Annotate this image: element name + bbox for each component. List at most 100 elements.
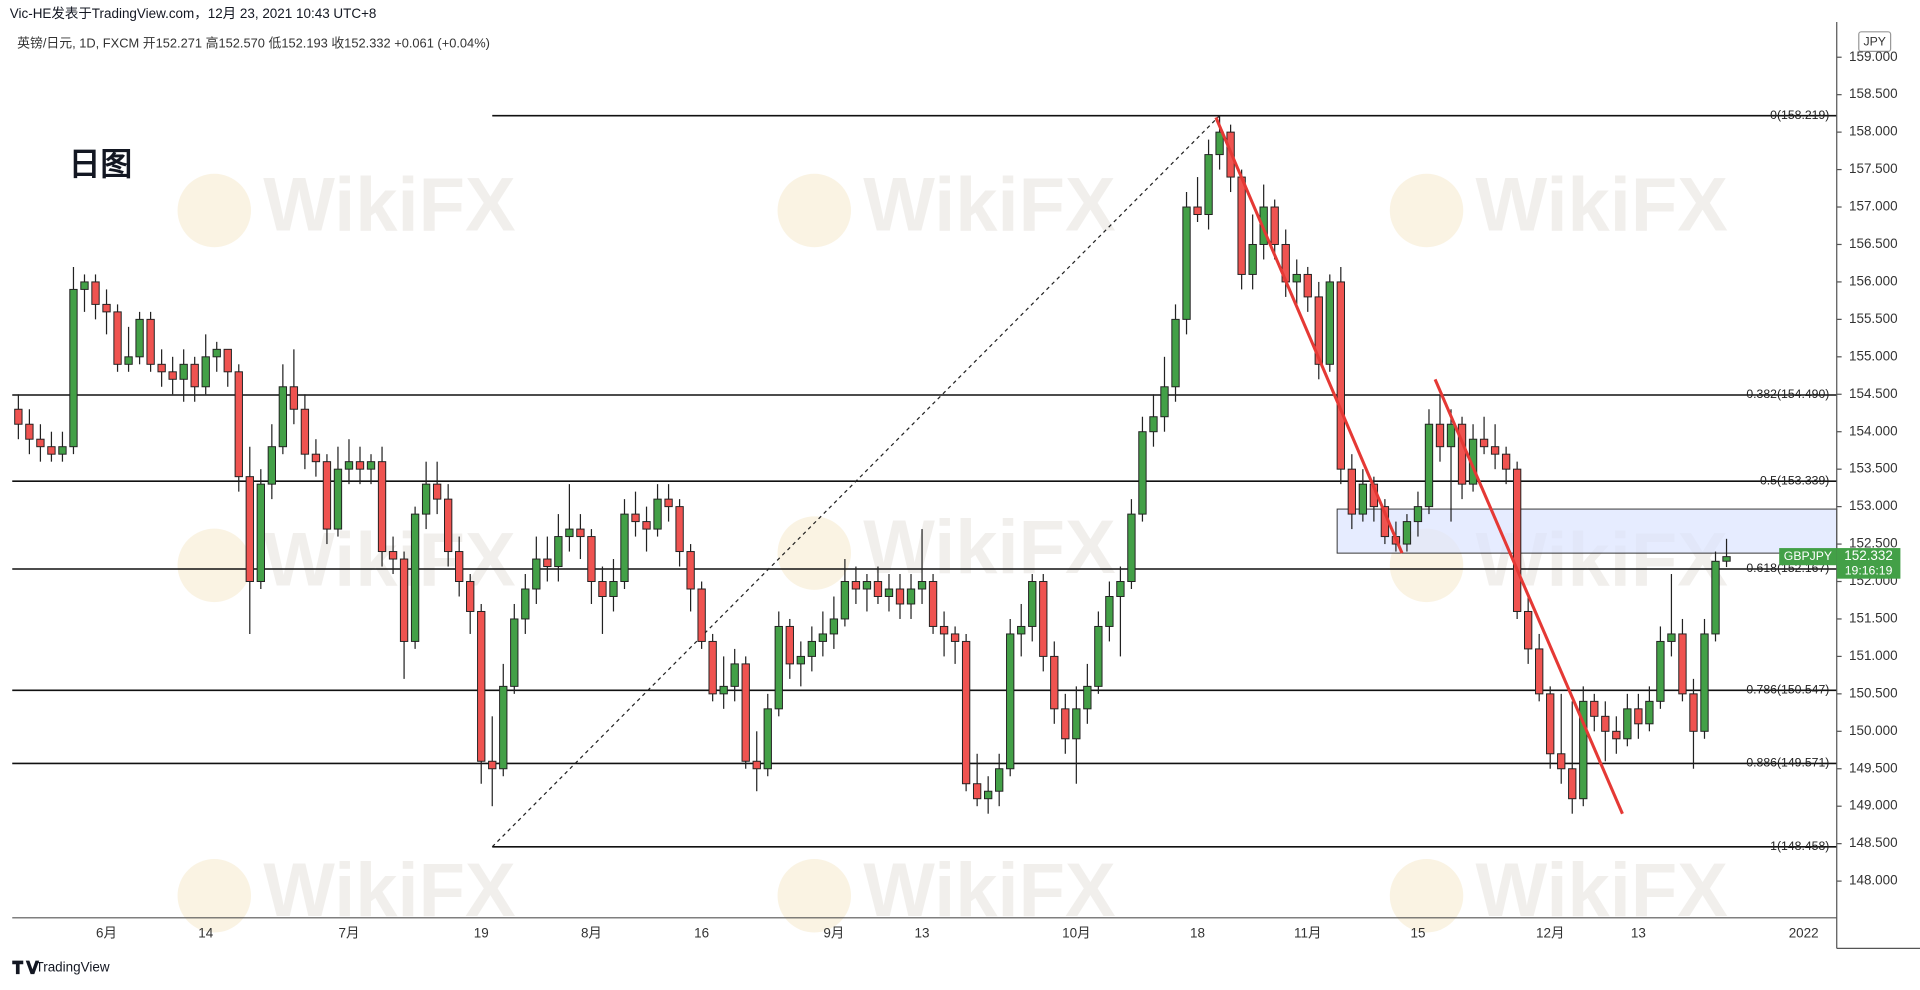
candle-body [1601, 715, 1610, 732]
candle-body [972, 783, 982, 800]
watermark-logo [177, 859, 252, 933]
x-tick-label: 19 [474, 925, 489, 940]
price-tag-label: 152.332 [1844, 548, 1893, 563]
price-tag [1836, 548, 1901, 579]
candle-body [234, 371, 243, 478]
fib-label: 0.886(149.571) [1746, 756, 1829, 770]
watermark-logo [1389, 173, 1464, 248]
candle-body [840, 581, 850, 620]
candle-body [1612, 730, 1621, 740]
candle-body [1557, 753, 1566, 770]
candle-body [421, 483, 431, 515]
candle-body [1645, 700, 1654, 725]
x-tick-label: 7月 [339, 925, 360, 940]
y-tick-label: 155.500 [1849, 311, 1898, 326]
candle-body [1292, 273, 1301, 283]
symbol-tag-label: GBPJPY [1784, 549, 1832, 563]
candle-body [1535, 648, 1544, 695]
y-tick-label: 151.500 [1849, 611, 1898, 626]
candle-body [708, 640, 717, 695]
candle-body [873, 581, 883, 597]
y-tick-label: 155.000 [1849, 348, 1898, 363]
candle-body [1568, 768, 1577, 800]
candle-body [664, 498, 673, 508]
candle-body [1358, 483, 1368, 515]
watermark: WikiFX [863, 163, 1115, 248]
currency-box [1858, 31, 1892, 53]
y-tick-label: 154.500 [1849, 386, 1898, 401]
candle-body [1413, 506, 1423, 523]
fib-label: 1(148.458) [1770, 839, 1829, 853]
candle-body [752, 760, 761, 770]
candle-body [146, 318, 155, 365]
candle-body [25, 423, 34, 440]
candle-body [939, 625, 949, 635]
candle-body [1072, 708, 1081, 740]
x-tick-label: 10月 [1062, 925, 1090, 940]
candle-body [642, 521, 651, 530]
candle-body [730, 663, 739, 687]
candle-body [289, 386, 299, 410]
candle-body [961, 640, 971, 785]
candle-body [1270, 206, 1279, 245]
candle-body [256, 483, 265, 583]
candle-body [609, 581, 618, 597]
fib-label: 0(158.219) [1770, 108, 1829, 122]
watermark-logo [777, 516, 852, 590]
candle-body [1634, 708, 1643, 725]
candle-body [906, 588, 916, 605]
watermark-logo [777, 173, 852, 248]
candle-body [201, 356, 210, 388]
candle-body [719, 685, 728, 695]
candle-body [1105, 596, 1114, 627]
candle-body [36, 438, 45, 448]
y-tick-label: 158.500 [1849, 86, 1898, 101]
watermark-logo [1389, 859, 1464, 933]
candle-body [1446, 423, 1456, 448]
candle-body [1579, 700, 1588, 800]
candle-body [466, 581, 475, 612]
y-tick-label: 154.000 [1849, 423, 1898, 438]
candle-body [1314, 296, 1323, 365]
candle-body [1546, 693, 1555, 755]
candle-body [984, 790, 993, 800]
candle-body [333, 468, 343, 530]
candle-body [1347, 468, 1356, 515]
header: Vic-HE发表于TradingView.com，12月 23, 2021 10… [10, 6, 377, 21]
candle-body [576, 528, 585, 538]
y-tick-label: 149.000 [1849, 798, 1898, 813]
candle-body [763, 708, 772, 770]
zone-box [1336, 508, 1838, 554]
candle-body [1336, 281, 1345, 470]
y-tick-label: 156.000 [1849, 273, 1898, 288]
candle-body [928, 581, 938, 627]
x-tick-label: 16 [694, 925, 709, 940]
candle-body [785, 625, 794, 665]
candle-body [344, 461, 354, 470]
watermark: WikiFX [863, 505, 1115, 590]
y-tick-label: 156.500 [1849, 236, 1898, 251]
candle-body [1039, 581, 1048, 657]
candle-body [311, 453, 321, 463]
candle-body [223, 348, 232, 373]
watermark: WikiFX [1476, 163, 1728, 248]
candle-body [355, 461, 365, 470]
candle-body [410, 513, 420, 642]
candle-body [1711, 560, 1720, 635]
candle-body [1501, 453, 1511, 470]
x-tick-label: 11月 [1294, 925, 1321, 940]
fib-label: 0.5(153.339) [1760, 473, 1829, 487]
candle-body [300, 408, 310, 455]
x-tick-label: 13 [915, 925, 930, 940]
y-tick-label: 159.000 [1849, 49, 1898, 64]
candle-body [554, 536, 563, 568]
watermark: WikiFX [263, 848, 515, 933]
trend-line [1433, 378, 1624, 815]
candle-body [1700, 633, 1709, 732]
x-tick-label: 8月 [581, 925, 602, 940]
candle-body [697, 588, 706, 642]
y-tick-label: 153.500 [1849, 461, 1898, 476]
watermarks: WikiFX WikiFX WikiFX WikiFX WikiFX WikiFX Wiki… [177, 163, 1728, 933]
candle-body [1149, 416, 1158, 433]
